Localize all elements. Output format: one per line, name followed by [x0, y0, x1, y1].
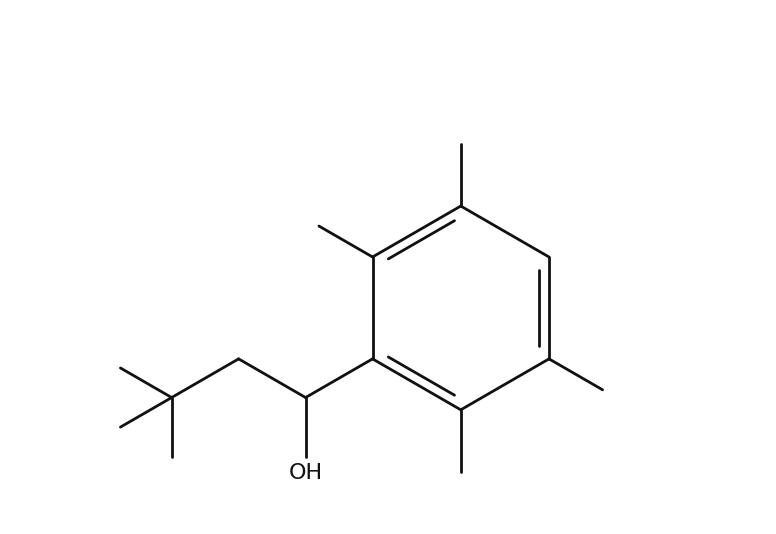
- Text: OH: OH: [289, 463, 323, 483]
